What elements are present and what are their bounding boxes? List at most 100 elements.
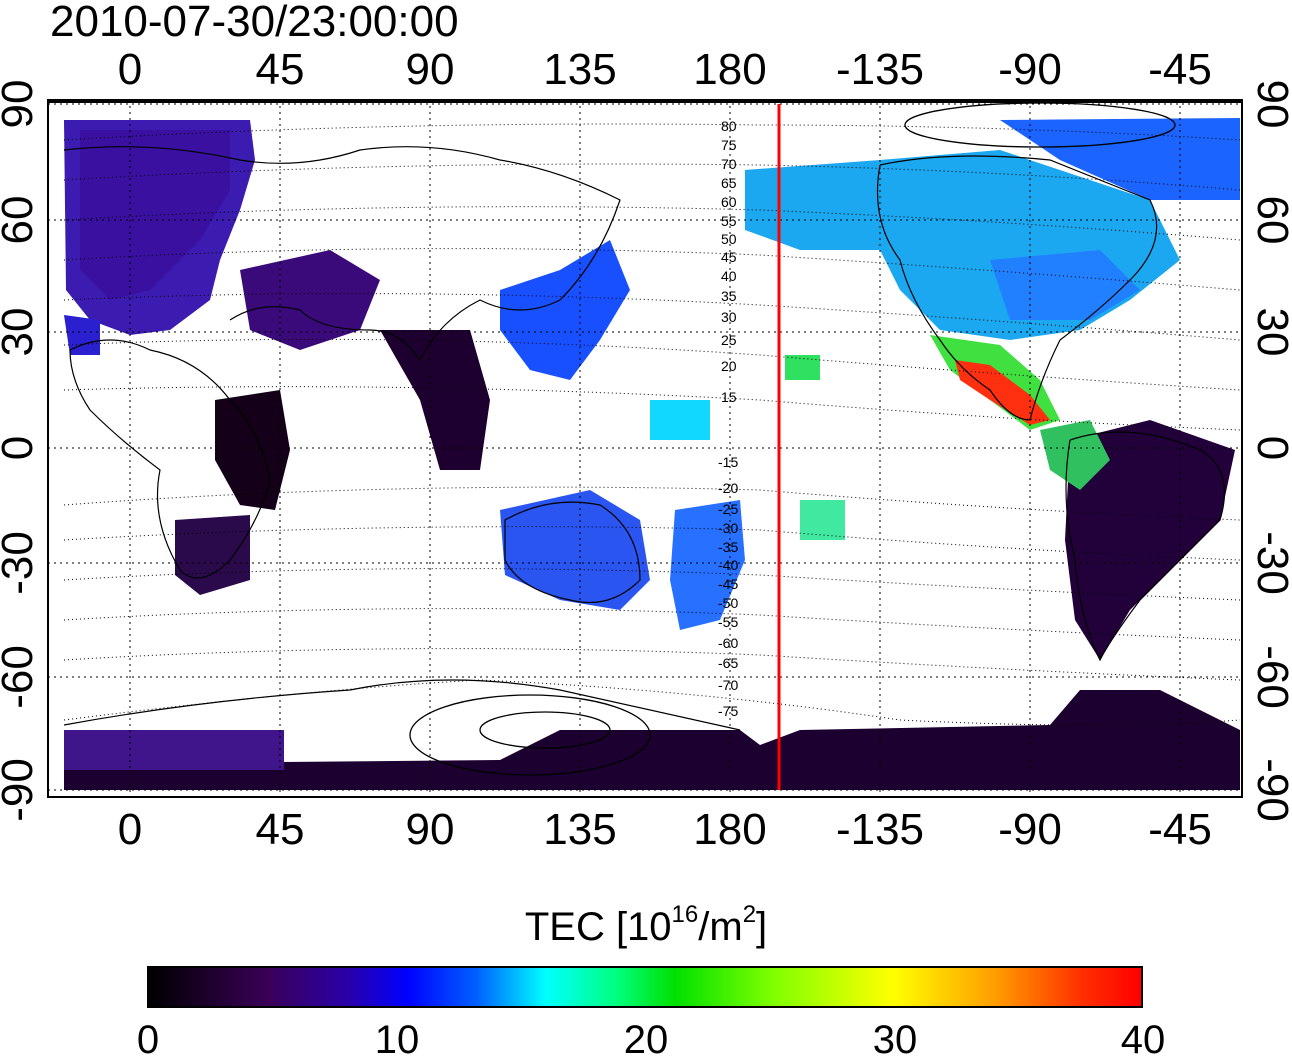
lon-axis-bottom: 0 45 90 135 180 -135 -90 -45 xyxy=(118,805,1212,854)
colorbar-tick: 30 xyxy=(872,1018,918,1062)
lat-tick-right: -60 xyxy=(1248,645,1292,709)
tec-region-antarctica-west xyxy=(64,730,284,770)
tec-map: 80 75 70 65 60 55 50 45 40 35 30 25 20 1… xyxy=(0,45,1292,854)
tec-region-south-africa xyxy=(175,515,250,595)
lat-axis-left: 90 60 30 0 -30 -60 -90 xyxy=(0,80,42,822)
tec-region-pacific-cyan xyxy=(650,400,710,440)
lat-tick-left: 30 xyxy=(0,308,42,357)
contour-label: -45 xyxy=(718,576,738,592)
contour-label: 60 xyxy=(721,194,737,210)
lat-tick-right: -90 xyxy=(1248,758,1292,822)
lon-tick-top: -90 xyxy=(998,45,1062,94)
contour-label: -30 xyxy=(718,520,738,536)
lon-tick-top: 45 xyxy=(256,45,305,94)
lon-tick-top: 90 xyxy=(406,45,455,94)
lon-tick-bottom: 45 xyxy=(256,805,305,854)
tec-region-central-asia xyxy=(240,250,380,350)
contour-label: 20 xyxy=(721,358,737,374)
lon-tick-bottom: -45 xyxy=(1148,805,1212,854)
colorbar-title-prefix: TEC [10 xyxy=(524,905,672,949)
contour-label: 25 xyxy=(721,332,737,348)
tec-region-hawaii xyxy=(785,355,820,380)
tec-region-africa xyxy=(215,390,290,510)
contour-labels-north: 80 75 70 65 60 55 50 45 40 35 30 25 20 1… xyxy=(721,118,737,405)
lat-tick-left: -30 xyxy=(0,531,42,595)
lat-tick-right: -30 xyxy=(1248,531,1292,595)
tec-region-europe-core xyxy=(80,130,230,300)
lon-tick-top: 180 xyxy=(693,45,766,94)
coastlines xyxy=(63,146,1226,731)
graticule xyxy=(48,100,1242,797)
contour-label: -50 xyxy=(718,595,738,611)
colorbar-title-unit: /m xyxy=(698,905,743,949)
contour-label: -60 xyxy=(718,635,738,651)
south-pole-contours xyxy=(409,102,1176,776)
contour-label: -20 xyxy=(718,480,738,496)
lat-tick-left: 90 xyxy=(0,80,42,129)
tec-region-new-zealand xyxy=(670,500,745,630)
contour-label: -65 xyxy=(718,655,738,671)
contour-label: 80 xyxy=(721,118,737,134)
lat-tick-left: -60 xyxy=(0,645,42,709)
contour-label: 55 xyxy=(721,213,737,229)
lon-tick-bottom: -135 xyxy=(836,805,924,854)
lat-tick-left: -90 xyxy=(0,758,42,822)
lon-tick-bottom: -90 xyxy=(998,805,1062,854)
contour-label: 30 xyxy=(721,309,737,325)
timestamp-title: 2010-07-30/23:00:00 xyxy=(50,0,459,46)
lon-tick-top: 135 xyxy=(543,45,616,94)
contour-label: 40 xyxy=(721,268,737,284)
lon-tick-bottom: 135 xyxy=(543,805,616,854)
colorbar-tick: 0 xyxy=(136,1018,160,1062)
contour-label: 45 xyxy=(721,249,737,265)
contour-label: -25 xyxy=(718,501,738,517)
contour-label: -40 xyxy=(718,557,738,573)
lon-tick-bottom: 0 xyxy=(118,805,142,854)
lon-tick-top: -45 xyxy=(1148,45,1212,94)
tec-region-india xyxy=(380,330,490,470)
tec-region-south-pacific xyxy=(800,500,845,540)
lat-tick-right: 60 xyxy=(1248,196,1292,245)
lat-tick-right: 0 xyxy=(1248,436,1292,460)
tec-region-iberia xyxy=(64,315,100,355)
lon-tick-bottom: 90 xyxy=(406,805,455,854)
tec-region-south-america-north xyxy=(1040,420,1110,490)
contour-label: 70 xyxy=(721,156,737,172)
colorbar-tick: 20 xyxy=(623,1018,669,1062)
contour-label: 50 xyxy=(721,231,737,247)
tec-region-north-america-east xyxy=(990,250,1140,320)
lat-tick-left: 0 xyxy=(0,436,42,460)
contour-labels-south: -15 -20 -25 -30 -35 -40 -45 -50 -55 -60 … xyxy=(718,454,738,719)
contour-label: -70 xyxy=(718,677,738,693)
lon-tick-top: -135 xyxy=(836,45,924,94)
tec-region-east-asia xyxy=(500,240,630,380)
contour-label: 75 xyxy=(721,137,737,153)
colorbar xyxy=(147,966,1143,1008)
contour-label: -55 xyxy=(718,614,738,630)
colorbar-tick: 40 xyxy=(1120,1018,1166,1062)
tec-region-mexico-hot xyxy=(955,360,1050,425)
contour-label: 35 xyxy=(721,288,737,304)
tec-region-south-america xyxy=(1065,420,1235,660)
colorbar-title-exponent2: 2 xyxy=(742,901,757,928)
contour-label: 65 xyxy=(721,175,737,191)
contour-label: -35 xyxy=(718,539,738,555)
contour-label: -15 xyxy=(718,454,738,470)
colorbar-title-exponent1: 16 xyxy=(671,901,699,928)
tec-region-australia xyxy=(500,490,650,610)
lat-tick-right: 90 xyxy=(1248,80,1292,129)
colorbar-title: TEC [1016/m2] xyxy=(0,903,1292,950)
contour-label: 15 xyxy=(721,389,737,405)
lon-tick-top: 0 xyxy=(118,45,142,94)
lat-tick-right: 30 xyxy=(1248,308,1292,357)
lat-axis-right: 90 60 30 0 -30 -60 -90 xyxy=(1248,80,1292,822)
contour-label: -75 xyxy=(718,703,738,719)
tec-region-antarctica xyxy=(64,690,1240,790)
colorbar-tick: 10 xyxy=(374,1018,420,1062)
lat-tick-left: 60 xyxy=(0,196,42,245)
map-frame-outline xyxy=(47,99,1243,798)
colorbar-title-suffix: ] xyxy=(756,905,768,949)
lon-axis-top: 0 45 90 135 180 -135 -90 -45 xyxy=(118,45,1212,94)
magnetic-contours xyxy=(63,123,1241,726)
lon-tick-bottom: 180 xyxy=(693,805,766,854)
